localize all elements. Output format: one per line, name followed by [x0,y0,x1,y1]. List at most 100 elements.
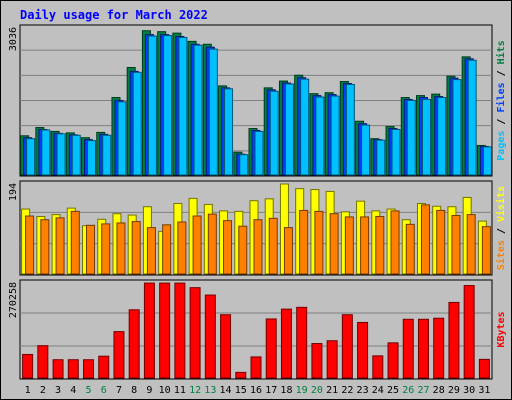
bar-kbytes-day-14 [220,314,232,379]
bar-pages-day-25 [391,128,401,176]
bar-kbytes-day-17 [265,318,277,379]
bar-kbytes-day-20 [311,343,323,379]
day-label-18: 18 [280,385,292,396]
bar-pages-day-21 [330,95,340,176]
legend-separator: / [496,64,507,82]
bar-sites-day-22 [344,216,354,275]
bar-kbytes-day-6 [98,355,110,379]
bar-pages-day-31 [482,146,492,176]
day-label-10: 10 [159,385,171,396]
bar-sites-day-25 [390,210,400,275]
day-label-13: 13 [204,385,216,396]
bar-sites-day-29 [451,215,461,275]
bar-kbytes-day-15 [235,371,247,379]
legend-pages: Pages [496,131,507,161]
day-label-12: 12 [189,385,201,396]
bar-pages-day-8 [132,71,142,176]
bar-kbytes-day-28 [433,317,445,379]
bar-kbytes-day-19 [296,306,308,379]
day-label-21: 21 [326,385,338,396]
bar-kbytes-day-7 [113,331,125,379]
bar-kbytes-day-2 [37,345,49,379]
bar-sites-day-9 [146,227,156,275]
bar-kbytes-day-31 [478,358,490,379]
bar-kbytes-day-23 [357,321,369,379]
day-label-2: 2 [40,385,46,396]
bar-sites-day-17 [268,217,278,275]
bar-pages-day-27 [421,98,431,176]
bar-kbytes-day-8 [128,309,140,379]
day-label-17: 17 [265,385,277,396]
bar-pages-day-28 [437,97,447,176]
day-label-8: 8 [131,385,137,396]
panel-legend: Sites / Visits [495,186,507,270]
bar-pages-day-12 [193,44,203,176]
bar-sites-day-20 [314,210,324,275]
day-label-7: 7 [116,385,122,396]
panel-kbytes: 270258 KBytes [8,279,507,380]
bar-kbytes-day-24 [372,355,384,379]
panel-legend: Pages / Files / Hits [495,40,507,160]
bar-sites-day-11 [177,221,187,275]
bar-kbytes-day-11 [174,282,186,379]
bar-kbytes-day-25 [387,342,399,379]
bar-sites-day-24 [375,215,385,275]
day-label-28: 28 [433,385,445,396]
bar-pages-day-3 [56,133,66,176]
panel-legend: KBytes [496,311,507,347]
bar-sites-day-21 [329,213,339,275]
bar-sites-day-14 [223,220,233,275]
bar-kbytes-day-16 [250,356,262,379]
day-label-29: 29 [448,385,460,396]
bar-pages-day-30 [467,59,477,176]
legend-visits: Visits [495,186,507,222]
bar-sites-day-1 [25,215,35,275]
panel-max-label: 3036 [8,27,19,51]
bar-sites-day-7 [116,222,126,275]
bar-pages-day-29 [452,79,462,176]
day-label-5: 5 [86,385,92,396]
bar-sites-day-16 [253,219,263,275]
bar-sites-day-4 [70,210,80,275]
day-label-11: 11 [174,385,186,396]
bar-pages-day-1 [26,138,36,176]
bar-kbytes-day-9 [143,282,155,379]
bar-pages-day-9 [147,35,157,176]
bar-pages-day-2 [41,129,51,176]
panel-hits-files-pages: 3036 Pages / Files / Hits [8,24,507,177]
day-label-16: 16 [250,385,262,396]
bar-sites-day-27 [420,204,430,275]
bar-sites-day-26 [405,223,415,275]
bar-kbytes-day-13 [204,294,216,379]
bar-sites-day-31 [481,226,491,275]
bar-pages-day-6 [102,134,112,176]
bar-pages-day-11 [178,36,188,176]
day-label-27: 27 [417,385,429,396]
day-label-24: 24 [372,385,384,396]
panel-max-label: 194 [8,183,19,201]
legend-files: Files [495,82,507,112]
bar-kbytes-day-5 [83,359,95,379]
bar-sites-day-23 [360,216,370,275]
bar-sites-day-13 [207,213,217,275]
legend-kbytes: KBytes [496,311,507,347]
bar-kbytes-day-26 [402,318,414,379]
bar-kbytes-day-21 [326,340,338,379]
panel-max-label: 270258 [8,282,19,318]
bar-sites-day-19 [299,209,309,275]
bar-sites-day-6 [101,223,111,275]
panel-visits-sites: 194 Sites / Visits [8,180,507,276]
bar-sites-day-2 [40,219,50,275]
bar-pages-day-24 [376,139,386,176]
bar-kbytes-day-18 [280,308,292,379]
day-label-1: 1 [25,385,31,396]
day-label-14: 14 [220,385,232,396]
bar-kbytes-day-29 [448,301,460,379]
bar-sites-day-5 [86,224,96,275]
day-label-31: 31 [478,385,490,396]
bar-pages-day-13 [208,48,218,176]
day-label-23: 23 [357,385,369,396]
bar-pages-day-4 [71,134,81,176]
bar-pages-day-22 [345,83,355,176]
